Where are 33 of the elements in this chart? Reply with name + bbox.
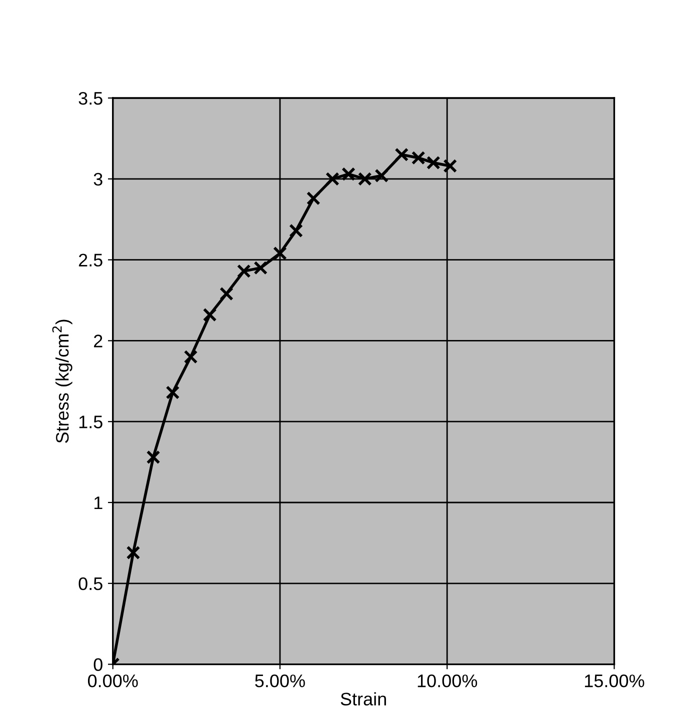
y-tick-label: 3	[94, 172, 102, 186]
point	[374, 168, 389, 183]
point	[273, 246, 287, 260]
y-tick-label: 2	[94, 334, 102, 348]
point	[306, 191, 320, 206]
point	[426, 156, 440, 170]
x-tick-label: 15.00%	[584, 674, 644, 688]
point	[326, 172, 340, 186]
point	[443, 159, 458, 173]
y-tick-label: 1.5	[79, 416, 102, 428]
x-tick-label: 10.00%	[418, 674, 478, 688]
point	[146, 450, 160, 464]
y-tick-label: 3.5	[78, 92, 102, 105]
point	[220, 286, 234, 301]
point	[202, 308, 217, 322]
y-tick-label: 0.5	[78, 577, 102, 590]
point	[184, 350, 198, 364]
point	[394, 148, 409, 162]
point	[289, 224, 303, 238]
x-tick-label: 0.00%	[88, 674, 138, 688]
point	[236, 264, 251, 278]
point	[254, 260, 268, 275]
point	[411, 150, 426, 165]
point	[166, 386, 180, 400]
y-axis-title: Stress (kg/cm$^{2}$)	[52, 320, 72, 443]
point	[358, 172, 372, 186]
point	[126, 546, 140, 560]
point	[342, 167, 356, 181]
y-tick-label: 1	[94, 496, 102, 510]
y-tick-label: 2.5	[78, 254, 102, 267]
x-tick-label: 5.00%	[255, 674, 305, 688]
x-axis-title: Strain	[340, 692, 386, 706]
y-tick-label: 0	[94, 658, 102, 672]
